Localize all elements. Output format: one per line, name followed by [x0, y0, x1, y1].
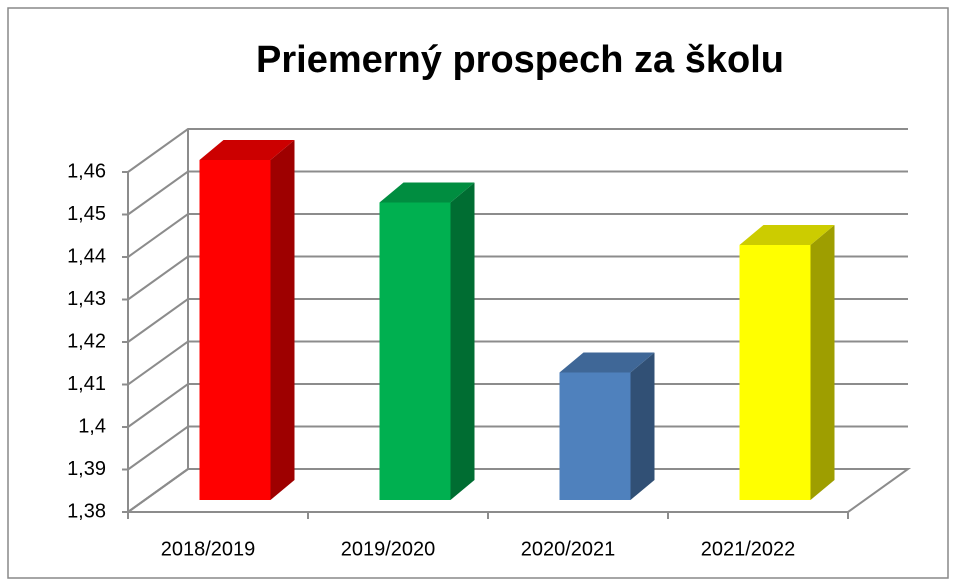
- x-tick-label: 2020/2021: [521, 538, 616, 560]
- x-tick-label: 2018/2019: [161, 538, 256, 560]
- bar-top: [559, 352, 655, 373]
- bar: [379, 202, 451, 500]
- grid-line: [127, 298, 908, 343]
- chart-title: Priemerný prospech za školu: [256, 39, 784, 81]
- bar-side: [450, 182, 475, 500]
- bar: [559, 372, 631, 500]
- y-tick-label: 1,41: [67, 373, 106, 395]
- y-tick-label: 1,38: [67, 500, 106, 522]
- bar-top: [379, 182, 475, 203]
- y-tick-label: 1,4: [78, 415, 106, 437]
- bar-side: [630, 352, 655, 500]
- grid-line: [127, 383, 908, 428]
- bar-side: [270, 140, 295, 500]
- y-tick-label: 1,46: [67, 160, 106, 182]
- grid-line: [127, 128, 908, 173]
- bar-top: [199, 140, 295, 160]
- grid-line: [127, 468, 908, 513]
- grid-line: [127, 340, 908, 386]
- y-tick-label: 1,43: [67, 288, 106, 310]
- grid-line: [127, 170, 908, 216]
- y-tick-label: 1,44: [67, 245, 106, 267]
- grid-line: [127, 425, 908, 471]
- bar-top: [739, 225, 835, 245]
- bar-side: [810, 225, 835, 500]
- grid-line: [127, 213, 908, 258]
- y-tick-label: 1,42: [67, 330, 106, 352]
- y-tick-label: 1,39: [67, 458, 106, 480]
- grid-line: [127, 255, 908, 301]
- y-tick-label: 1,45: [67, 203, 106, 225]
- x-tick-label: 2021/2022: [701, 538, 796, 560]
- x-tick-label: 2019/2020: [341, 538, 436, 560]
- bar: [739, 245, 811, 500]
- bar: [199, 160, 271, 500]
